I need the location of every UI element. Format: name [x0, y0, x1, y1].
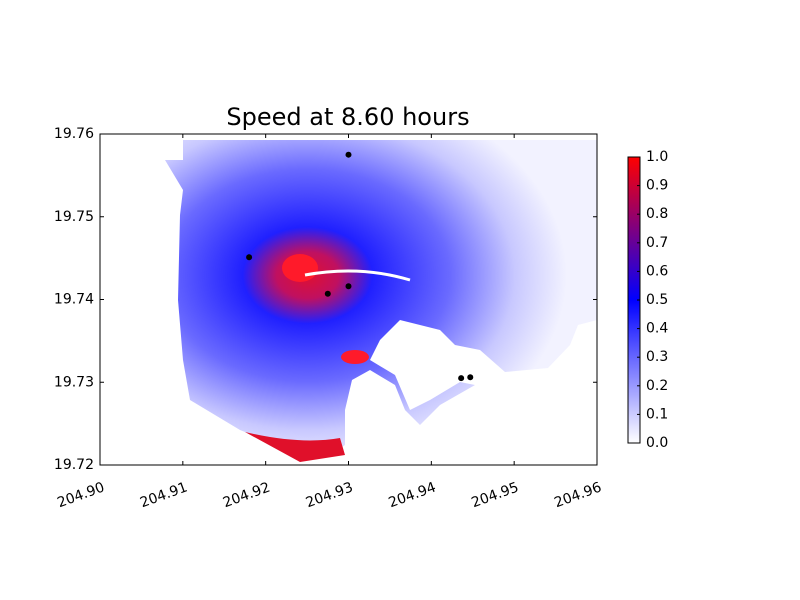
point	[467, 374, 474, 381]
speed-field	[165, 140, 597, 462]
chart-title: Speed at 8.60 hours	[226, 103, 469, 131]
point	[324, 290, 331, 297]
colorbar-tick-label: 0.6	[646, 263, 668, 279]
colorbar-tick-label: 0.0	[646, 435, 668, 451]
x-tick-label: 204.91	[138, 479, 190, 511]
breakwater	[304, 269, 411, 282]
speed-hotspot	[282, 254, 318, 282]
colorbar-tick-label: 1.0	[646, 149, 668, 165]
point	[345, 151, 352, 158]
speed-edge	[245, 432, 345, 462]
point	[246, 254, 253, 261]
speed-region	[165, 140, 597, 462]
colorbar-tick-label: 0.9	[646, 178, 668, 194]
y-tick-label: 19.73	[54, 374, 94, 390]
x-tick-label: 204.90	[55, 479, 107, 511]
x-tick-label: 204.94	[387, 479, 439, 511]
x-tick-label: 204.95	[469, 479, 521, 511]
colorbar-tick-label: 0.3	[646, 349, 668, 365]
colorbar-tick-label: 0.2	[646, 378, 668, 394]
colorbar-tick-label: 0.4	[646, 321, 668, 337]
y-tick-label: 19.72	[54, 457, 94, 473]
colorbar-tick-label: 0.1	[646, 406, 668, 422]
colorbar-tick-label: 0.5	[646, 292, 668, 308]
x-tick-label: 204.96	[552, 479, 604, 511]
y-tick-label: 19.75	[54, 209, 94, 225]
colorbar	[628, 157, 640, 443]
x-tick-label: 204.92	[221, 479, 273, 511]
colorbar-tick-label: 0.7	[646, 235, 668, 251]
point	[458, 375, 465, 382]
colorbar-tick-label: 0.8	[646, 206, 668, 222]
point	[345, 283, 352, 290]
y-tick-label: 19.76	[54, 126, 94, 142]
speed-hotspot	[341, 350, 369, 364]
y-tick-label: 19.74	[54, 292, 94, 308]
x-tick-label: 204.93	[304, 479, 356, 511]
